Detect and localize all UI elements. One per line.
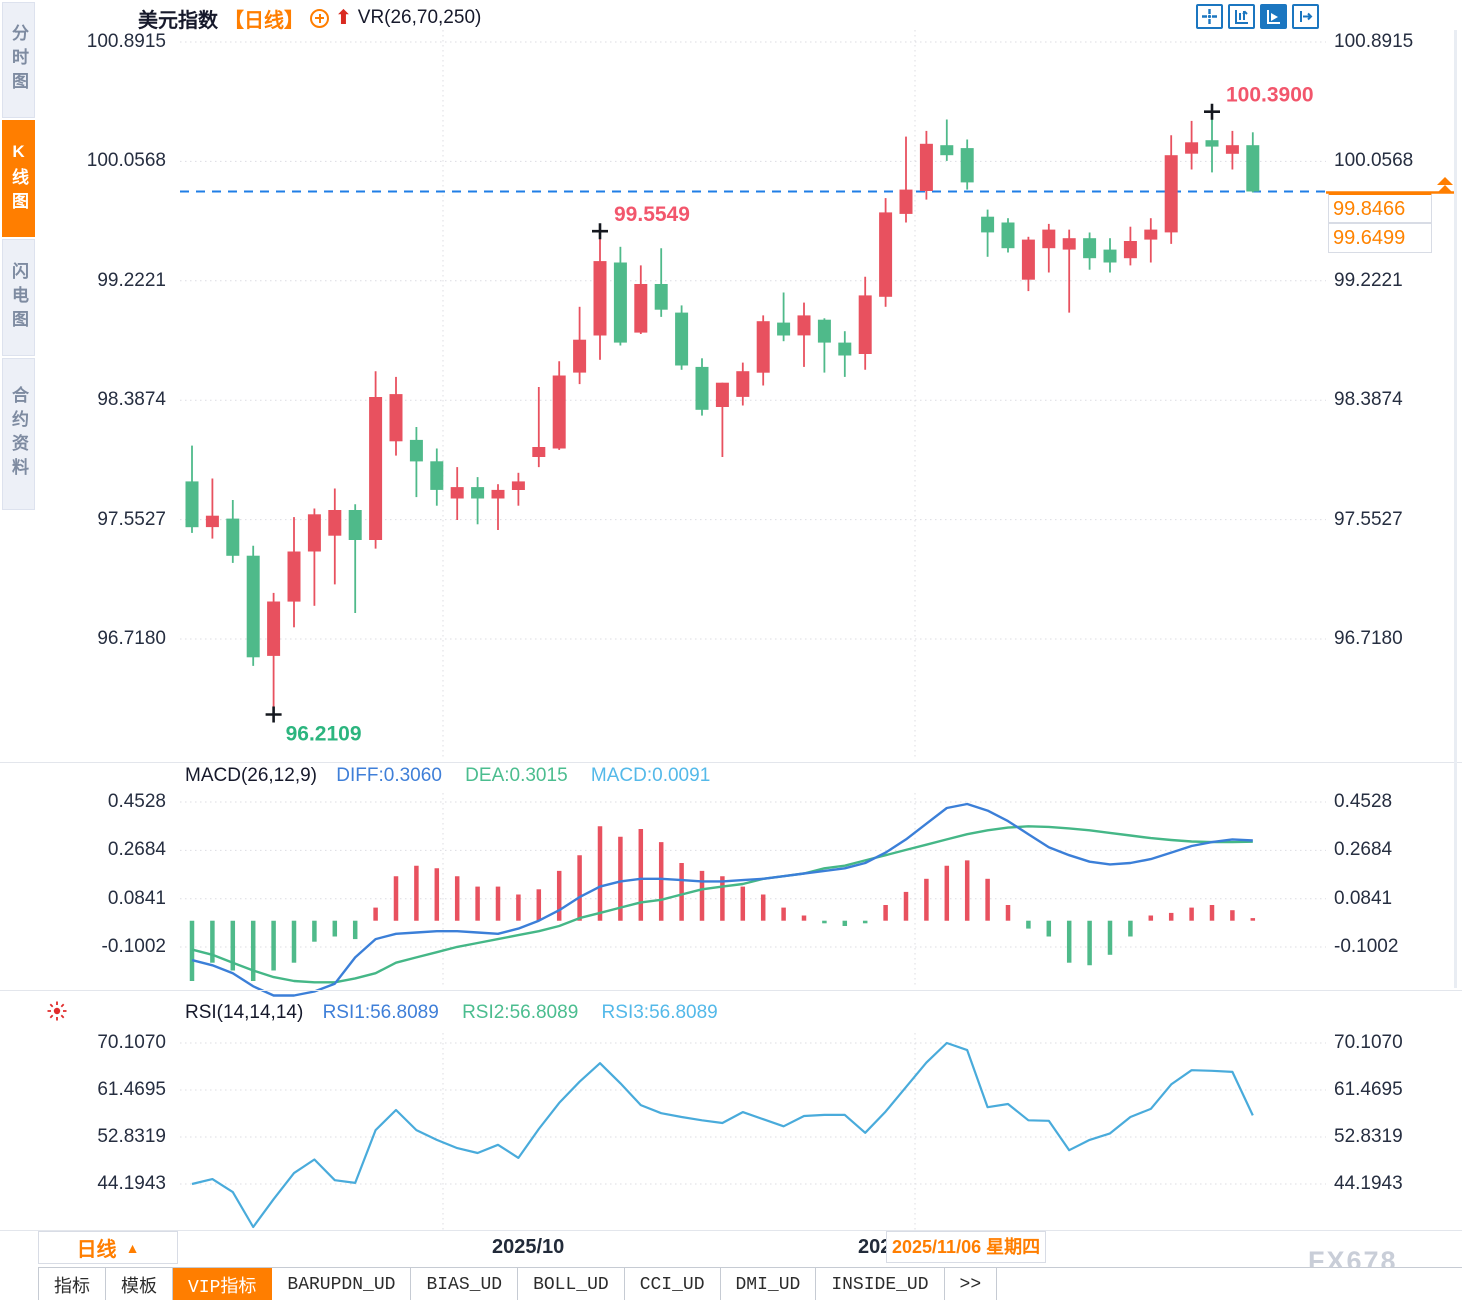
axis-tick-left: 99.2221 <box>97 269 166 291</box>
axis-tick-right: -0.1002 <box>1334 936 1399 957</box>
axis-tick-right: 96.7180 <box>1334 628 1403 649</box>
sidebar-item-2[interactable]: K线图 <box>2 120 35 237</box>
axis-tick-left: 98.3874 <box>97 389 166 411</box>
axis-tick-right: 99.2221 <box>1334 269 1403 291</box>
bottom-tab-6[interactable]: BOLL_UD <box>518 1268 625 1300</box>
bottom-tab-8[interactable]: DMI_UD <box>721 1268 817 1300</box>
svg-text:96.2109: 96.2109 <box>286 723 362 746</box>
axis-tick-right: 0.4528 <box>1334 791 1393 812</box>
svg-text:100.3900: 100.3900 <box>1226 84 1314 107</box>
bottom-tab-4[interactable]: BARUPDN_UD <box>272 1268 412 1300</box>
macd-dea-value: DEA:0.3015 <box>465 765 568 786</box>
up-arrow-icon: ⬆ <box>335 7 352 29</box>
panel-separator <box>0 990 1462 991</box>
symbol-name: 美元指数 <box>138 9 218 32</box>
bottom-tab-10[interactable]: >> <box>945 1268 998 1300</box>
xaxis-month-label-clipped: 202 <box>858 1236 892 1258</box>
macd-header: MACD(26,12,9) DIFF:0.3060 DEA:0.3015 MAC… <box>185 765 710 787</box>
axis-tick-right: 70.1070 <box>1334 1032 1403 1053</box>
axis-tick-left: 0.2684 <box>107 839 166 861</box>
axis-tick-left: -0.1002 <box>101 936 166 957</box>
triangle-up-icon: ▲ <box>125 1239 140 1256</box>
axis-tick-left: 100.0568 <box>86 150 166 172</box>
xaxis-border <box>0 1230 1462 1231</box>
macd-macd-value: MACD:0.0091 <box>590 765 711 786</box>
macd-name: MACD(26,12,9) <box>185 765 317 786</box>
axis-range-icon[interactable] <box>1228 4 1255 29</box>
bottom-tab-3[interactable]: VIP指标 <box>173 1268 273 1300</box>
sidebar-item-1[interactable]: 分时图 <box>2 2 35 118</box>
axis-tick-left: 96.7180 <box>97 628 166 649</box>
axis-tick-right: 98.3874 <box>1334 389 1403 411</box>
crosshair-date-readout: 2025/11/06 星期四 <box>886 1231 1046 1263</box>
axis-tick-left: 70.1070 <box>97 1032 166 1053</box>
rsi3-value: RSI3:56.8089 <box>601 1002 718 1023</box>
axis-tick-right: 0.0841 <box>1334 887 1393 909</box>
axis-tick-left: 100.8915 <box>86 31 166 52</box>
indicator-tab-bar: 指标 模板 VIP指标 BARUPDN_UD BIAS_UD BOLL_UD CCI_UD D… <box>38 1267 1462 1300</box>
panel-separator <box>0 762 1462 763</box>
axis-tick-left: 44.1943 <box>97 1173 166 1194</box>
rsi-name: RSI(14,14,14) <box>185 1002 304 1023</box>
secondary-price-tag: 99.6499 <box>1328 223 1432 253</box>
right-scroll-strip[interactable] <box>1454 30 1457 988</box>
last-price-tag: 99.8466 <box>1328 193 1432 223</box>
bottom-tab-7[interactable]: CCI_UD <box>625 1268 721 1300</box>
vr-indicator-label: VR(26,70,250) <box>357 7 482 28</box>
period-label: 日线 <box>76 1239 117 1261</box>
sidebar-item-4[interactable]: 合约资料 <box>2 358 35 510</box>
rsi2-value: RSI2:56.8089 <box>462 1002 579 1023</box>
crosshair-icon[interactable] <box>1196 4 1223 29</box>
axis-tick-right: 100.8915 <box>1334 31 1414 52</box>
period-selector-button[interactable]: 日线 ▲ <box>38 1231 178 1264</box>
chart-toolbar <box>1196 4 1319 29</box>
macd-diff-value: DIFF:0.3060 <box>336 765 442 786</box>
pan-right-icon[interactable] <box>1292 4 1319 29</box>
axis-tick-right: 0.2684 <box>1334 839 1393 861</box>
svg-text:99.5549: 99.5549 <box>614 203 690 226</box>
axis-tick-left: 0.4528 <box>107 791 166 812</box>
axis-tick-left: 97.5527 <box>97 508 166 530</box>
axis-tick-left: 0.0841 <box>107 887 166 909</box>
bottom-tab-2[interactable]: 模板 <box>106 1268 173 1300</box>
sidebar-item-3[interactable]: 闪电图 <box>2 239 35 356</box>
period-tag[interactable]: 【日线】 <box>224 9 304 32</box>
axis-tick-left: 61.4695 <box>97 1078 166 1100</box>
rsi-header: RSI(14,14,14) RSI1:56.8089 RSI2:56.8089 … <box>185 1002 718 1024</box>
chart-title-row: 美元指数 【日线】 ⬆ VR(26,70,250) <box>138 5 482 32</box>
axis-tick-left: 52.8319 <box>97 1125 166 1147</box>
bottom-tab-5[interactable]: BIAS_UD <box>411 1268 519 1300</box>
axis-tick-right: 52.8319 <box>1334 1125 1403 1147</box>
axis-tick-right: 44.1943 <box>1334 1173 1403 1194</box>
axis-tick-right: 97.5527 <box>1334 508 1403 530</box>
sun-icon[interactable] <box>46 1000 68 1022</box>
rsi1-value: RSI1:56.8089 <box>322 1002 439 1023</box>
bottom-tab-1[interactable]: 指标 <box>38 1268 106 1300</box>
add-indicator-icon[interactable] <box>310 8 329 28</box>
auto-scale-icon[interactable] <box>1260 4 1287 29</box>
axis-tick-right: 61.4695 <box>1334 1078 1403 1100</box>
axis-tick-right: 100.0568 <box>1334 150 1414 172</box>
xaxis-month-label: 2025/10 <box>492 1236 565 1258</box>
bottom-tab-9[interactable]: INSIDE_UD <box>816 1268 945 1300</box>
